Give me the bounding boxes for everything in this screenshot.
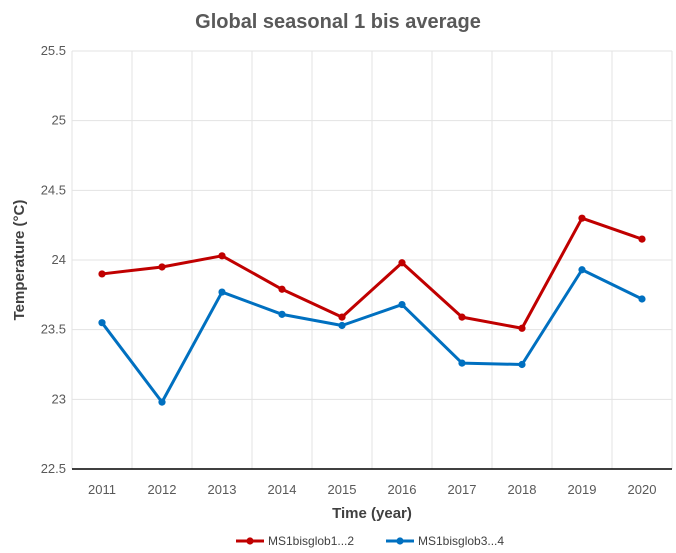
- y-tick-label: 23.5: [41, 322, 66, 337]
- gridlines: [71, 50, 673, 470]
- data-point: [98, 270, 106, 278]
- x-tick-label: 2015: [328, 482, 357, 497]
- legend-marker: [396, 537, 404, 545]
- y-tick-label: 25.5: [41, 43, 66, 58]
- x-tick-label: 2013: [208, 482, 237, 497]
- data-point: [158, 398, 166, 406]
- legend-label: MS1bisglob1...2: [268, 534, 354, 548]
- x-tick-label: 2020: [628, 482, 657, 497]
- data-point: [338, 321, 346, 330]
- x-tick-label: 2012: [148, 482, 177, 497]
- data-point: [578, 214, 586, 222]
- series-2: [98, 266, 646, 406]
- data-point: [278, 285, 286, 293]
- data-point: [578, 266, 586, 274]
- data-point: [278, 310, 286, 318]
- data-point: [518, 360, 526, 369]
- y-tick-label: 23: [52, 391, 66, 406]
- y-tick-label: 24.5: [41, 182, 66, 197]
- data-point: [458, 359, 466, 367]
- series-line: [101, 216, 643, 330]
- legend-label: MS1bisglob3...4: [418, 534, 504, 548]
- x-axis-ticks: 2011 2012 2013 2014 2015 2016 2017 2018 2019 2020: [88, 482, 656, 497]
- data-point: [338, 313, 346, 321]
- data-point: [638, 235, 646, 243]
- y-axis-title: Temperature (°C): [11, 200, 28, 321]
- data-point: [218, 252, 226, 260]
- data-point: [398, 300, 406, 309]
- legend-marker: [246, 537, 254, 545]
- y-axis-ticks: 22.5 23 23.5 24 24.5 25 25.5: [41, 43, 66, 476]
- series-1: [98, 214, 646, 332]
- chart-title: Global seasonal 1 bis average: [195, 11, 481, 33]
- y-tick-label: 25: [52, 113, 66, 128]
- data-point: [518, 324, 526, 332]
- x-tick-label: 2017: [448, 482, 477, 497]
- y-tick-label: 22.5: [41, 461, 66, 476]
- x-tick-label: 2016: [388, 482, 417, 497]
- data-point: [158, 263, 166, 271]
- x-tick-label: 2014: [268, 482, 297, 497]
- data-point: [458, 313, 466, 321]
- x-axis-title: Time (year): [332, 505, 412, 522]
- data-point: [218, 288, 226, 296]
- series-line: [100, 268, 643, 404]
- y-tick-label: 24: [52, 252, 66, 267]
- data-point: [98, 319, 106, 327]
- x-tick-label: 2011: [88, 482, 116, 497]
- series-layer: [98, 214, 646, 406]
- legend: MS1bisglob1...2 MS1bisglob3...4: [236, 534, 504, 548]
- x-tick-label: 2018: [508, 482, 537, 497]
- x-tick-label: 2019: [568, 482, 597, 497]
- data-point: [638, 295, 646, 303]
- data-point: [398, 259, 406, 267]
